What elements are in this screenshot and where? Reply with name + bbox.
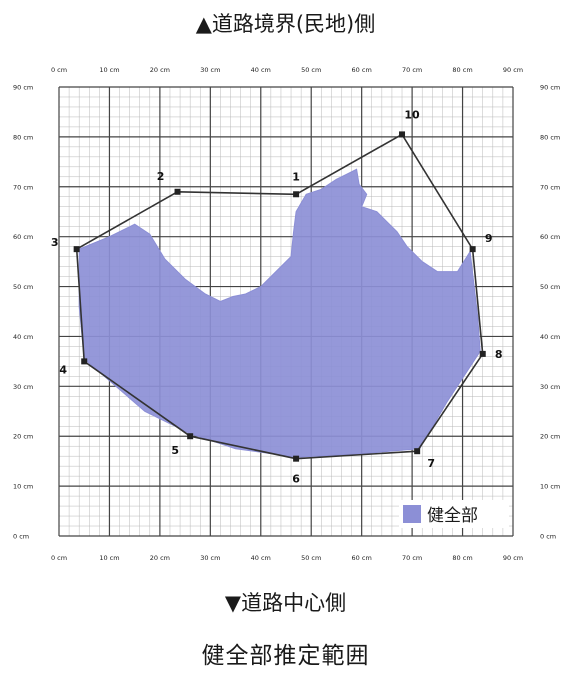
y-tick-label-right: 50 cm bbox=[540, 283, 560, 291]
x-tick-label-top: 80 cm bbox=[452, 66, 472, 74]
boundary-point-label: 9 bbox=[485, 232, 493, 245]
boundary-point-1 bbox=[293, 191, 300, 198]
x-tick-label-bottom: 40 cm bbox=[251, 554, 271, 562]
x-tick-label-top: 50 cm bbox=[301, 66, 321, 74]
boundary-point-label: 5 bbox=[171, 444, 179, 457]
y-tick-label-right: 30 cm bbox=[540, 383, 560, 391]
y-tick-label-left: 70 cm bbox=[13, 183, 33, 191]
y-tick-label-left: 80 cm bbox=[13, 133, 33, 141]
x-tick-label-bottom: 80 cm bbox=[452, 554, 472, 562]
boundary-point-label: 6 bbox=[292, 473, 300, 486]
x-tick-label-top: 20 cm bbox=[150, 66, 170, 74]
boundary-point-10 bbox=[399, 131, 406, 138]
x-tick-label-bottom: 70 cm bbox=[402, 554, 422, 562]
healthy-area-region bbox=[78, 168, 481, 458]
x-tick-label-bottom: 90 cm bbox=[503, 554, 523, 562]
boundary-point-label: 8 bbox=[495, 348, 503, 361]
boundary-point-5 bbox=[187, 433, 194, 440]
y-tick-label-left: 20 cm bbox=[13, 433, 33, 441]
legend-label: 健全部 bbox=[427, 506, 478, 526]
x-tick-label-bottom: 60 cm bbox=[352, 554, 372, 562]
boundary-point-9 bbox=[469, 246, 476, 253]
y-tick-label-left: 0 cm bbox=[13, 533, 29, 541]
boundary-point-label: 2 bbox=[157, 170, 165, 183]
y-tick-label-right: 60 cm bbox=[540, 233, 560, 241]
y-tick-label-left: 40 cm bbox=[13, 333, 33, 341]
y-tick-label-right: 70 cm bbox=[540, 183, 560, 191]
x-tick-label-bottom: 0 cm bbox=[51, 554, 67, 562]
y-tick-label-left: 50 cm bbox=[13, 283, 33, 291]
x-tick-label-bottom: 50 cm bbox=[301, 554, 321, 562]
x-tick-label-top: 0 cm bbox=[51, 66, 67, 74]
x-tick-label-top: 90 cm bbox=[503, 66, 523, 74]
boundary-point-4 bbox=[81, 358, 88, 365]
x-tick-label-top: 70 cm bbox=[402, 66, 422, 74]
boundary-point-label: 7 bbox=[427, 457, 435, 470]
boundary-point-label: 3 bbox=[51, 236, 59, 249]
legend-swatch bbox=[403, 505, 421, 523]
legend: 健全部 bbox=[399, 500, 509, 528]
y-tick-label-left: 10 cm bbox=[13, 483, 33, 491]
x-tick-label-top: 40 cm bbox=[251, 66, 271, 74]
y-tick-label-right: 90 cm bbox=[540, 84, 560, 92]
boundary-point-label: 1 bbox=[292, 170, 300, 183]
page-title: 健全部推定範囲 bbox=[201, 643, 370, 669]
boundary-point-2 bbox=[174, 188, 181, 195]
y-tick-label-left: 30 cm bbox=[13, 383, 33, 391]
top-side-caption: ▲道路境界(民地)側 bbox=[195, 12, 376, 36]
boundary-point-3 bbox=[73, 246, 80, 253]
y-tick-label-right: 20 cm bbox=[540, 433, 560, 441]
y-tick-label-right: 10 cm bbox=[540, 483, 560, 491]
y-tick-label-left: 60 cm bbox=[13, 233, 33, 241]
y-tick-label-right: 0 cm bbox=[540, 533, 556, 541]
x-tick-label-top: 10 cm bbox=[99, 66, 119, 74]
x-tick-label-top: 60 cm bbox=[352, 66, 372, 74]
x-tick-label-bottom: 10 cm bbox=[99, 554, 119, 562]
y-tick-label-right: 40 cm bbox=[540, 333, 560, 341]
x-tick-label-top: 30 cm bbox=[200, 66, 220, 74]
boundary-point-7 bbox=[414, 448, 421, 455]
x-tick-label-bottom: 30 cm bbox=[200, 554, 220, 562]
y-tick-label-right: 80 cm bbox=[540, 133, 560, 141]
boundary-point-8 bbox=[479, 350, 486, 357]
x-tick-label-bottom: 20 cm bbox=[150, 554, 170, 562]
y-tick-label-left: 90 cm bbox=[13, 84, 33, 92]
boundary-points: 1 2 3 4 5 6 7 8 9 10 bbox=[51, 108, 503, 485]
boundary-point-label: 10 bbox=[404, 108, 420, 121]
boundary-point-6 bbox=[293, 455, 300, 462]
bottom-side-caption: ▼道路中心側 bbox=[224, 591, 347, 615]
boundary-point-label: 4 bbox=[59, 363, 67, 376]
